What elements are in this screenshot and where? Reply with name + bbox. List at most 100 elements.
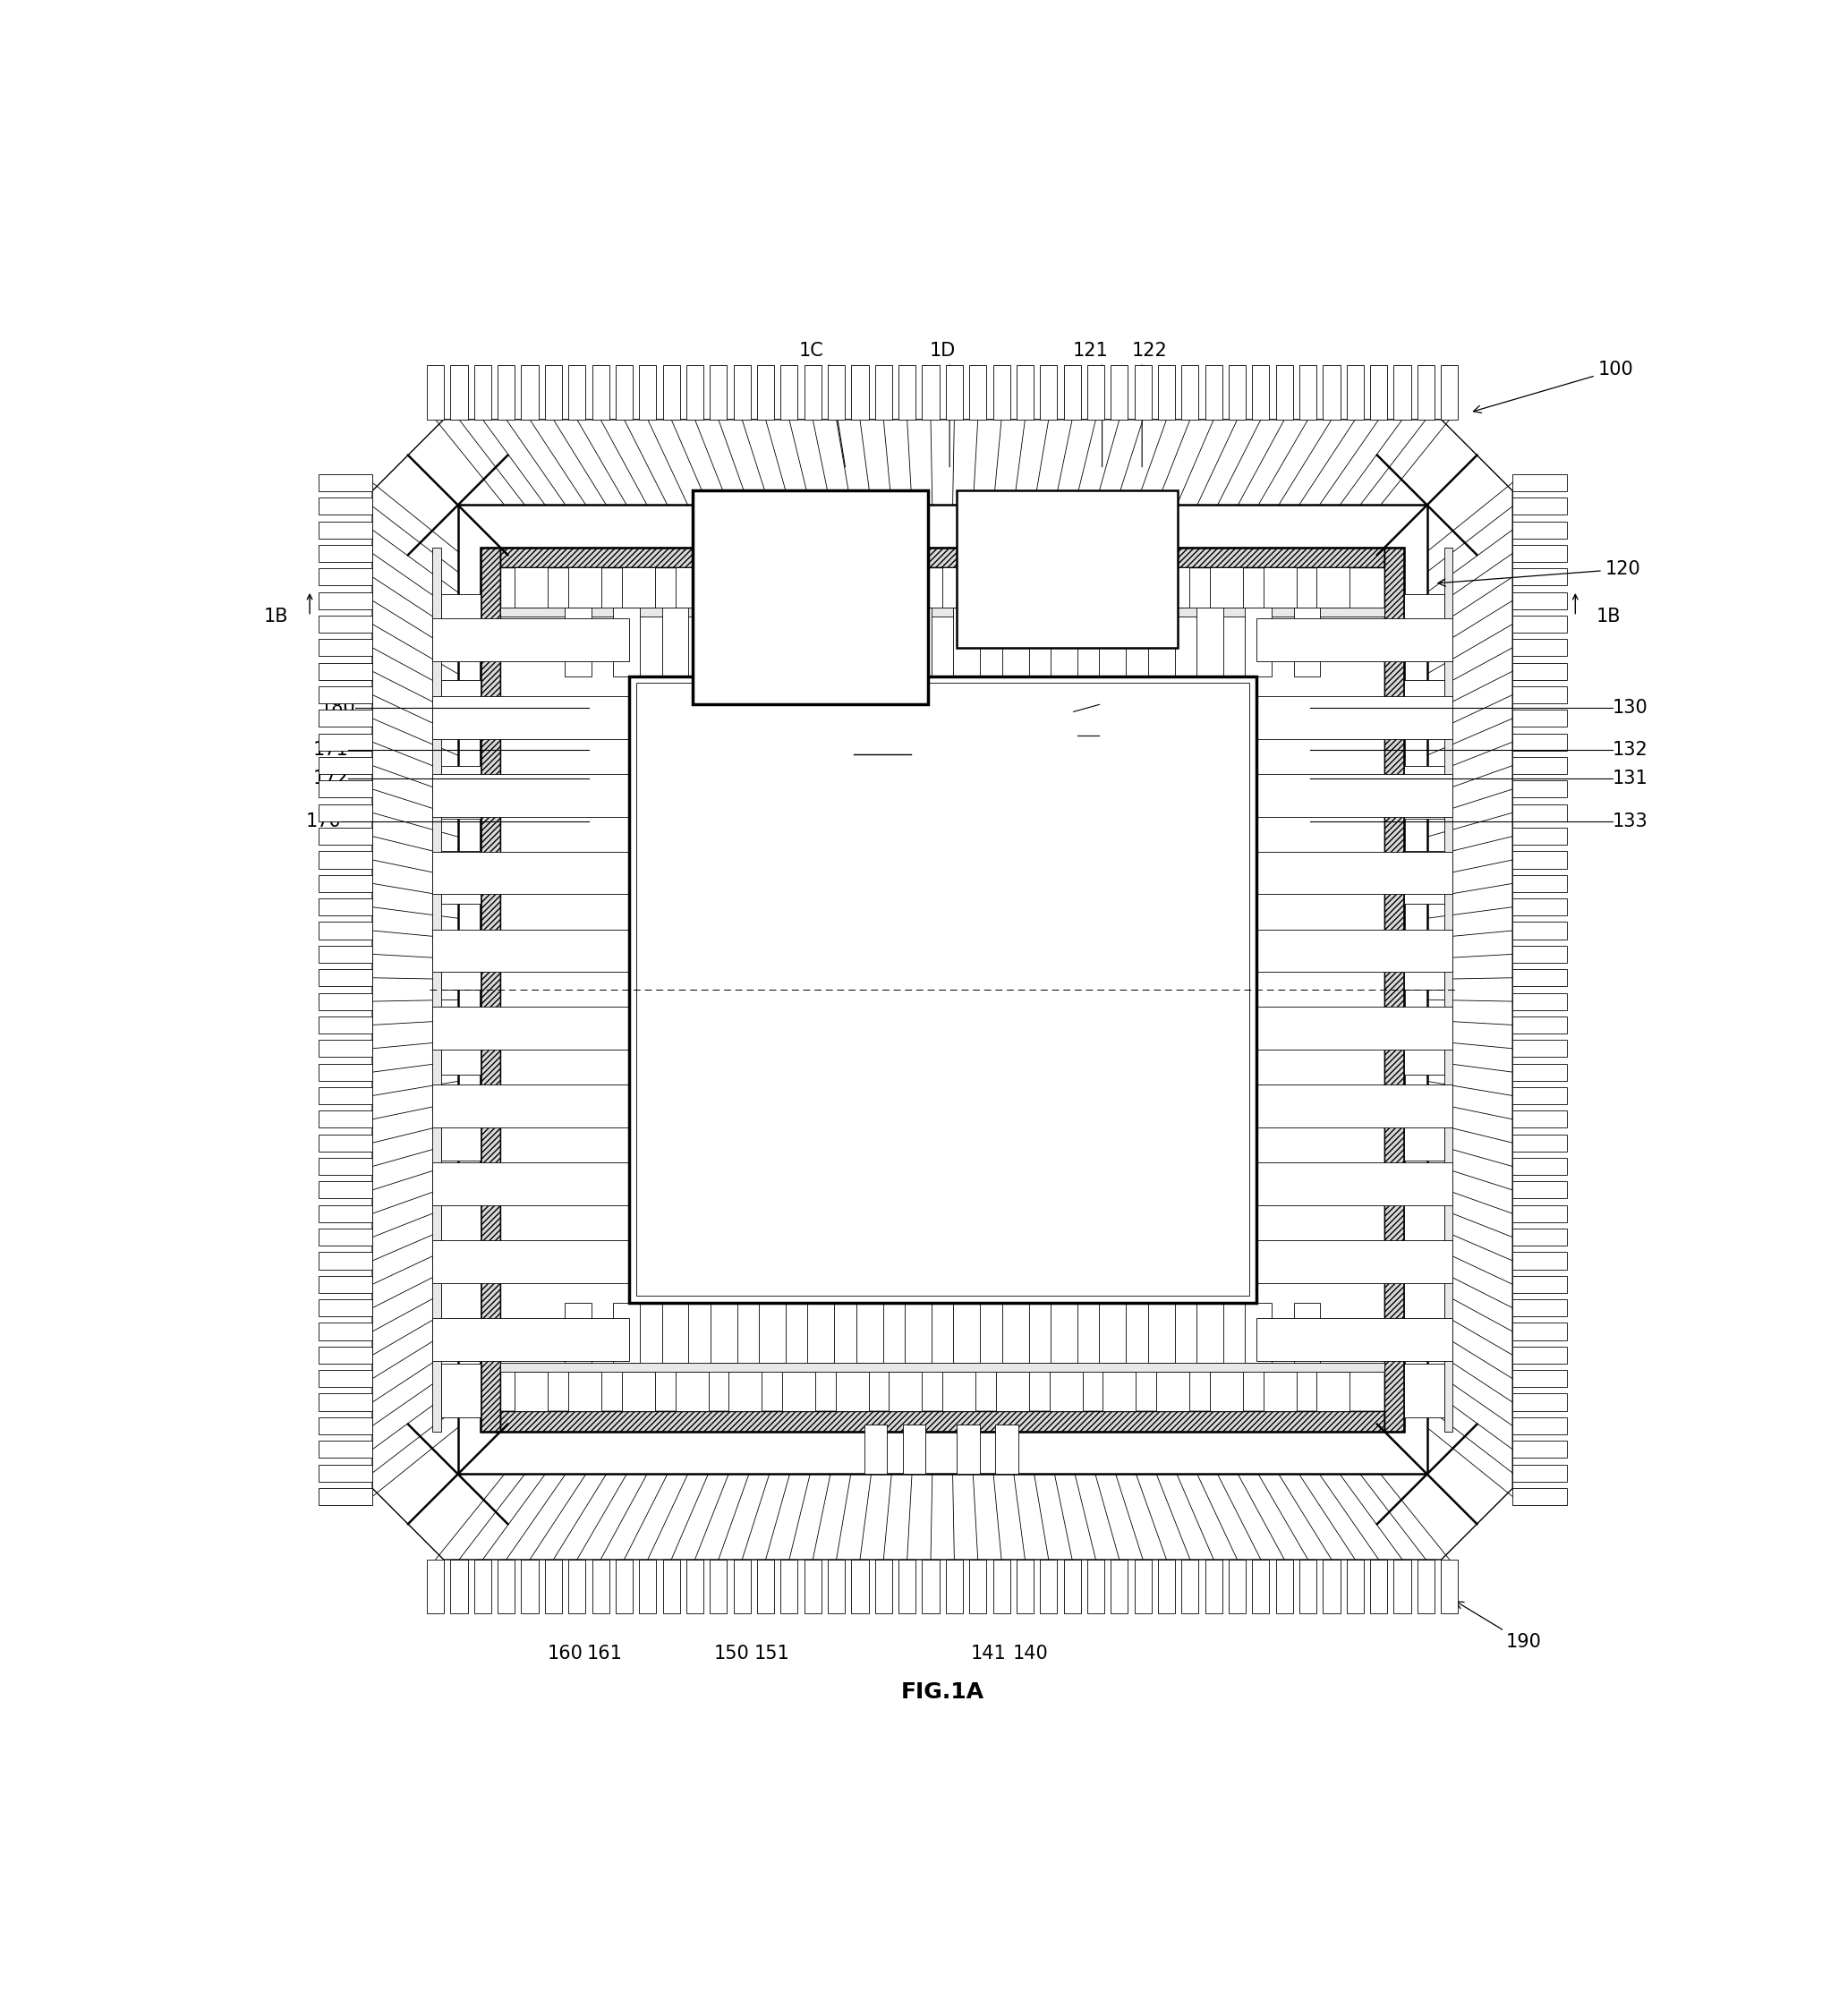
Bar [1317,569,1350,607]
Bar [993,365,1010,419]
Bar [1002,1302,1028,1363]
Bar [1256,929,1453,972]
Bar [318,1157,371,1175]
Bar [432,1240,629,1282]
Bar [500,607,1385,617]
Bar [888,1371,921,1411]
Bar [1228,365,1245,419]
Bar [734,365,750,419]
Bar [1512,685,1567,704]
Bar [1197,607,1223,675]
Bar [1385,548,1405,1431]
Bar [945,365,964,419]
Bar [1512,921,1567,939]
Bar [1394,1560,1411,1613]
Bar [318,1417,371,1433]
Bar [616,365,633,419]
Bar [441,595,480,647]
Bar [710,365,726,419]
Bar [565,1302,592,1363]
Bar [1256,1163,1453,1206]
Bar [432,1008,629,1050]
Bar [441,1278,480,1333]
Bar [1087,1560,1103,1613]
Bar [441,937,480,990]
Bar [758,365,774,419]
Bar [1050,1371,1083,1411]
Bar [782,569,815,607]
Bar [1442,365,1458,419]
Bar [612,607,640,675]
Bar [612,1302,640,1363]
Bar [318,946,371,964]
Bar [1512,1464,1567,1482]
Bar [1256,619,1453,661]
Bar [1256,1085,1453,1127]
Bar [1050,1302,1078,1363]
Bar [1418,365,1434,419]
Bar [1002,607,1028,675]
Bar [943,1371,977,1411]
Bar [640,1560,657,1613]
Bar [441,1107,480,1161]
Bar [857,1302,883,1363]
Bar [782,365,798,419]
Bar [1300,365,1317,419]
Bar [1512,780,1567,798]
Bar [1210,569,1243,607]
Bar [1512,1135,1567,1151]
Text: 170: 170 [305,812,340,831]
Bar [1444,548,1453,1431]
Bar [318,1135,371,1151]
Bar [1512,1417,1567,1433]
Bar [662,1302,688,1363]
Bar [318,1040,371,1056]
Bar [969,365,986,419]
Bar [835,569,868,607]
Bar [1256,1008,1453,1050]
Bar [318,1276,371,1292]
Bar [500,1411,1385,1431]
Bar [1512,1347,1567,1363]
Bar [734,1560,750,1613]
Bar [1276,1560,1293,1613]
Bar [1512,569,1567,585]
Bar [441,766,480,818]
Bar [498,1560,515,1613]
Bar [1317,1371,1350,1411]
Bar [835,1371,868,1411]
Text: 151: 151 [754,1645,789,1663]
Bar [432,1163,629,1206]
Bar [1405,679,1444,734]
Bar [1197,1302,1223,1363]
Bar [1512,544,1567,562]
Bar [1512,804,1567,821]
Bar [828,1560,844,1613]
Bar [544,1560,563,1613]
Bar [1263,569,1296,607]
Bar [1512,1181,1567,1200]
Bar [1512,1441,1567,1458]
Bar [500,1411,1385,1431]
Bar [1346,365,1365,419]
Bar [1346,1560,1365,1613]
Bar [1512,1111,1567,1127]
Bar [1512,1371,1567,1387]
Bar [427,1560,443,1613]
Bar [622,1371,655,1411]
Bar [1017,1560,1034,1613]
Bar [1228,1560,1245,1613]
Bar [710,1560,726,1613]
Bar [515,569,548,607]
Bar [1405,1022,1444,1075]
Bar [686,1560,704,1613]
Bar [441,1365,480,1417]
Bar [318,498,371,514]
Bar [1385,548,1405,1431]
Text: 172: 172 [313,770,348,788]
Bar [318,758,371,774]
Bar [903,1423,925,1474]
Bar [945,1560,964,1613]
Text: 150: 150 [714,1645,748,1663]
Bar [1252,1560,1269,1613]
